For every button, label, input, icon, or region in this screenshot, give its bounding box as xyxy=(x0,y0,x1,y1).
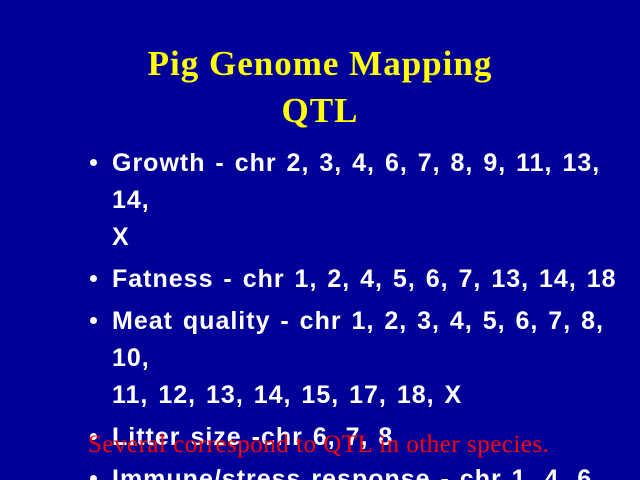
bullet-icon xyxy=(90,433,97,440)
bullet-list: Growth - chr 2, 3, 4, 6, 7, 8, 9, 11, 13… xyxy=(88,145,622,480)
bullet-line: Immune/stress response - chr 1, 4, 6, 8 xyxy=(112,465,601,480)
bullet-line: Growth - chr 2, 3, 4, 6, 7, 8, 9, 11, 13… xyxy=(112,149,601,214)
title-line-2: QTL xyxy=(281,91,359,130)
bullet-item-fatness: Fatness - chr 1, 2, 4, 5, 6, 7, 13, 14, … xyxy=(88,261,622,298)
bullet-line: Litter size -chr 6, 7, 8 xyxy=(112,423,394,451)
bullet-icon xyxy=(90,159,97,166)
bullet-item-meat-quality: Meat quality - chr 1, 2, 3, 4, 5, 6, 7, … xyxy=(88,303,622,414)
bullet-icon xyxy=(90,275,97,282)
bullet-icon xyxy=(90,317,97,324)
title-line-1: Pig Genome Mapping xyxy=(147,44,493,83)
bullet-line: X xyxy=(112,223,130,251)
bullet-item-immune-stress: Immune/stress response - chr 1, 4, 6, 8 xyxy=(88,461,622,480)
bullet-line: 11, 12, 13, 14, 15, 17, 18, X xyxy=(112,381,463,409)
bullet-line: Fatness - chr 1, 2, 4, 5, 6, 7, 13, 14, … xyxy=(112,265,617,293)
bullet-icon xyxy=(90,475,97,480)
footnote: Several correspond to QTL in other speci… xyxy=(88,431,550,458)
bullet-item-growth: Growth - chr 2, 3, 4, 6, 7, 8, 9, 11, 13… xyxy=(88,145,622,256)
slide-title: Pig Genome Mapping QTL xyxy=(0,40,640,134)
bullet-line: Meat quality - chr 1, 2, 3, 4, 5, 6, 7, … xyxy=(112,307,604,372)
bullet-item-litter-size: Litter size -chr 6, 7, 8 xyxy=(88,419,622,456)
